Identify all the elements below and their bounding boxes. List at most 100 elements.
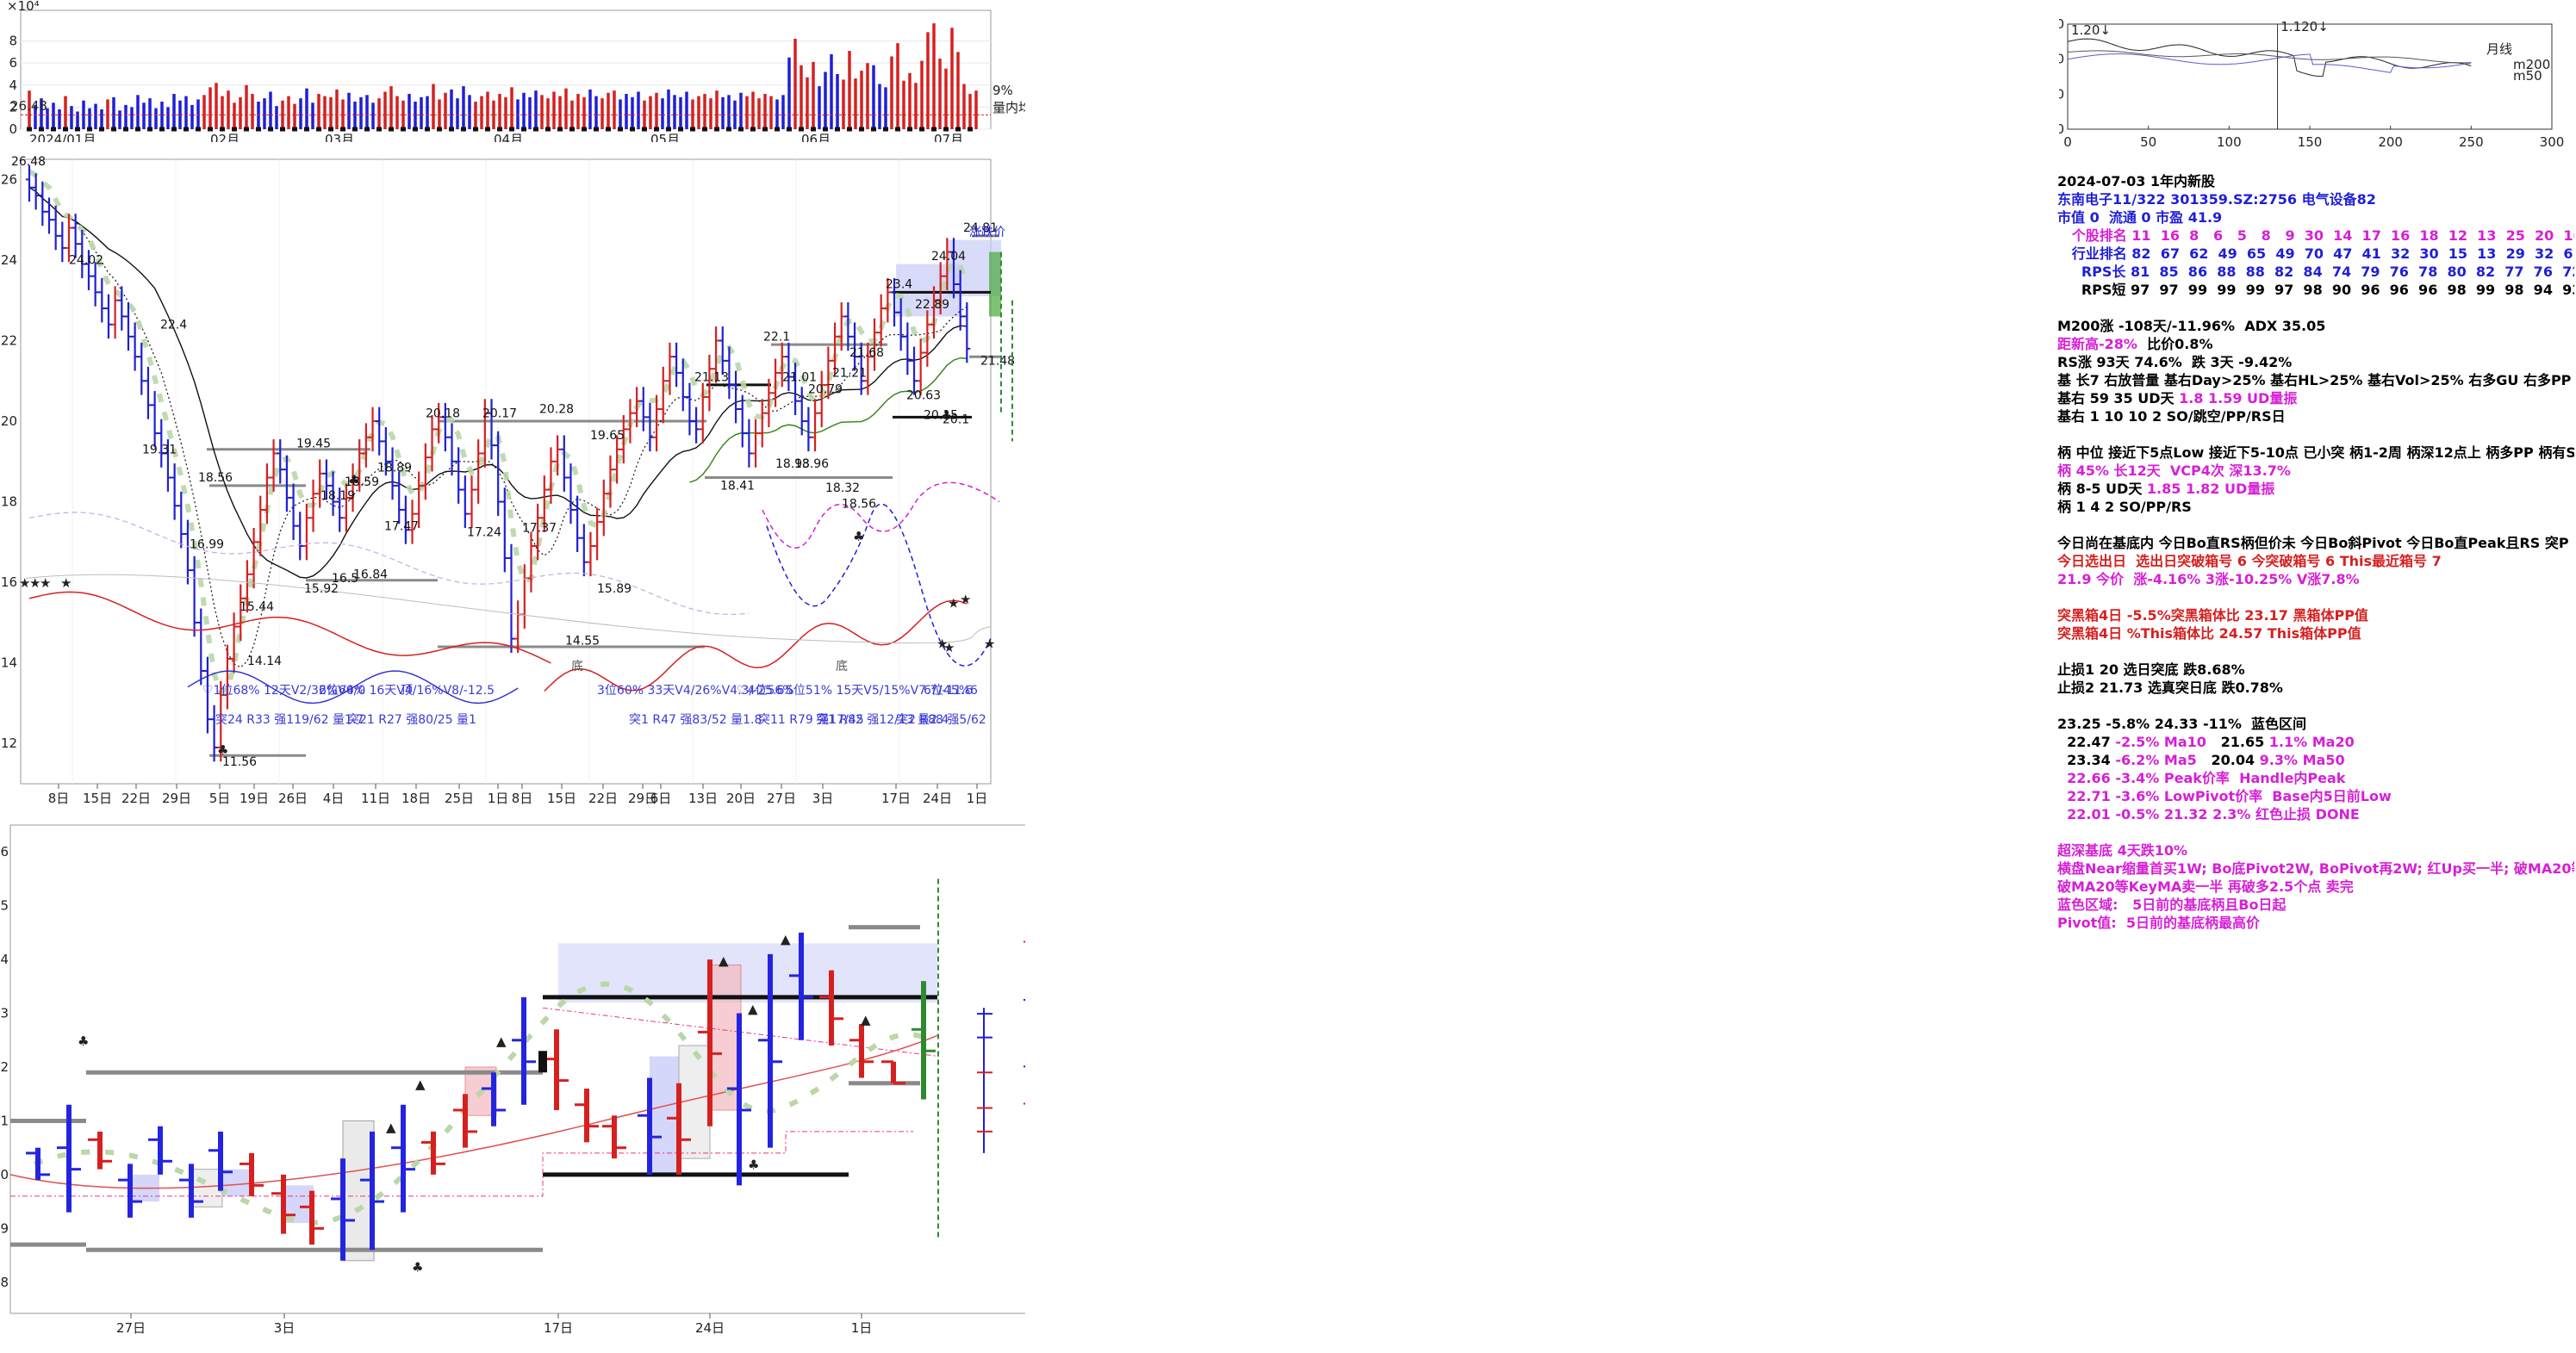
info-line: 柄 1 4 2 SO/PP/RS [2057, 498, 2574, 516]
info-line: 21.9 今价 涨-4.16% 3涨-10.25% V涨7.8% [2057, 570, 2574, 588]
rs-star-marker: ★ [984, 636, 995, 651]
zoom-y-tick: 23 [0, 1006, 9, 1021]
main-x-tick: 24日 [923, 791, 952, 806]
price-marker: 15.44 [240, 600, 274, 614]
price-marker: 11.56 [222, 755, 257, 769]
price-marker: 14.55 [565, 635, 600, 649]
price-marker: 17.24 [467, 525, 501, 539]
zoom-spade: ▲ [861, 1012, 871, 1027]
info-text: RPS短 97 97 99 99 99 97 98 90 96 96 96 98… [2057, 282, 2574, 298]
volume-right-label: 9% [992, 83, 1013, 98]
main-frame [20, 158, 992, 785]
rs-magenta-dashed [762, 481, 1000, 549]
zoom-y-tick: 24 [0, 952, 9, 967]
info-line: M200涨 -108天/-11.96% ADX 35.05 [2057, 317, 2574, 335]
info-text: 止损2 21.73 选真突日底 跌0.78% [2057, 680, 2283, 696]
volume-y-tick: 4 [9, 78, 17, 93]
info-line: 距新高-28% 比价0.8% [2057, 335, 2574, 353]
inset-m200-line [2067, 50, 2472, 64]
main-x-tick: 8日 [512, 791, 533, 806]
info-line: 柄 中位 接近下5点Low 接近下5-10点 已小突 柄1-2周 柄深12点上 … [2057, 444, 2574, 462]
price-marker: 20.1 [943, 413, 969, 426]
price-marker: 18.93 [775, 457, 810, 471]
info-line: 基右 1 10 10 2 SO/跳空/PP/RS日 [2057, 407, 2574, 425]
price-marker: 20.63 [906, 388, 941, 402]
zoom-y-tick: 20 [0, 1167, 9, 1182]
zoom-y-tick: 21 [0, 1113, 9, 1128]
info-text: 行业排名 82 67 62 49 65 49 70 47 41 32 30 15… [2057, 245, 2574, 262]
main-x-tick: 19日 [240, 791, 269, 806]
info-text: Pivot值: 5日前的基底柄最高价 [2057, 915, 2260, 931]
price-marker: 16.99 [190, 537, 224, 551]
info-text: 超深基底 4天跌10% [2057, 842, 2188, 859]
zoom-spade: ▲ [719, 953, 729, 968]
pattern-annotation: ♡4位56% [737, 684, 794, 698]
price-marker: 18.32 [825, 481, 860, 495]
volume-month-label: 06月 [801, 132, 831, 142]
price-marker: 19.31 [142, 443, 177, 456]
main-x-tick: 6日 [650, 791, 672, 806]
info-spacer [2057, 642, 2574, 661]
inset-m200-label: m200 [2513, 57, 2550, 72]
zoom-club: ♣ [412, 1259, 423, 1275]
price-marker: 22.1 [763, 330, 790, 344]
pattern-annotation: 突1 R47 强83/52 量1.8 [629, 713, 762, 727]
price-marker: 19.45 [296, 437, 331, 450]
info-line: 止损1 20 选日突底 跌8.68% [2057, 661, 2574, 679]
inset-x-tick: 50 [2140, 134, 2156, 150]
info-text: 个股排名 11 16 8 6 5 8 9 30 14 17 16 18 12 1… [2057, 227, 2574, 244]
volume-min-label: 25.47 [146, 141, 184, 142]
pattern-annotation: 3位60% 33天V4/26%V4.3/-25.6 [597, 684, 784, 698]
price-marker: 16.5 [332, 572, 358, 586]
info-spacer [2057, 588, 2574, 606]
inset-x-tick: 250 [2459, 134, 2484, 150]
info-text: M200涨 -108天/-11.96% ADX 35.05 [2057, 318, 2326, 334]
info-text: 1.1% Ma20 [2268, 734, 2355, 750]
zoom-x-tick: 17日 [544, 1320, 573, 1336]
info-line: 23.34 -6.2% Ma5 20.04 9.3% Ma50 [2057, 751, 2574, 769]
price-marker: 18.56 [842, 498, 876, 512]
main-y-tick: 20 [1, 413, 17, 429]
info-line: 突黑箱4日 %This箱体比 24.57 This箱体PP值 [2057, 624, 2574, 642]
main-y-tick: 12 [1, 735, 17, 751]
price-marker: 24.04 [931, 250, 966, 264]
info-text: 东南电子11/322 301359.SZ:2756 电气设备82 [2057, 191, 2376, 208]
main-x-tick: 5日 [209, 791, 231, 806]
info-line: 破MA20等KeyMA卖一半 再破多2.5个点 卖完 [2057, 878, 2574, 896]
price-marker: 21.48 [980, 355, 1015, 369]
info-text: 1.85 1.82 UD量振 [2146, 481, 2275, 497]
zoom-y-tick: 19 [0, 1220, 9, 1236]
info-line: 柄 45% 长12天 VCP4次 深13.7% [2057, 462, 2574, 480]
zoom-box [342, 1120, 375, 1262]
main-x-tick: 15日 [547, 791, 576, 806]
price-marker: 17.47 [384, 519, 419, 533]
pattern-annotation: 6位45%6 [924, 684, 978, 698]
rs-star-marker: ★ [29, 575, 40, 591]
volume-month-label: 04月 [494, 132, 523, 142]
price-marker: 22.89 [915, 298, 949, 312]
inset-x-tick: 0 [2063, 134, 2072, 150]
rs-blue-dashed [766, 503, 992, 667]
info-line: 23.25 -5.8% 24.33 -11% 蓝色区间 [2057, 715, 2574, 733]
main-x-tick: 1日 [967, 791, 988, 806]
main-y-tick: 14 [1, 655, 17, 671]
inset-y-tick: 30 [2059, 16, 2064, 32]
info-text: 市值 0 流通 0 市盈 41.9 [2057, 209, 2223, 226]
pattern-annotation: 突21 R27 强80/25 量1 [347, 713, 476, 727]
zoom-x-tick: 1日 [851, 1320, 873, 1336]
price-marker: 18.89 [377, 462, 412, 475]
club-marker: ♣ [217, 742, 228, 758]
info-text: 蓝色区域: 5日前的基底柄且Bo日起 [2057, 897, 2287, 913]
zoom-spade: ▲ [781, 931, 791, 946]
info-text: 柄 45% 长12天 VCP4次 深13.7% [2057, 462, 2291, 479]
inset-y-tick: 20 [2059, 52, 2064, 67]
inset-y-tick: 0 [2059, 121, 2064, 137]
pattern-annotation: 突2 R88 强5/62 [896, 713, 986, 727]
info-text: 基右 1 10 10 2 SO/跳空/PP/RS日 [2057, 408, 2286, 425]
inset-x-tick: 100 [2217, 134, 2242, 150]
zoom-club: ♣ [748, 1157, 759, 1173]
zoom-x-tick: 27日 [116, 1320, 146, 1336]
price-marker: 21.13 [694, 370, 729, 384]
main-x-tick: 1日 [488, 791, 509, 806]
